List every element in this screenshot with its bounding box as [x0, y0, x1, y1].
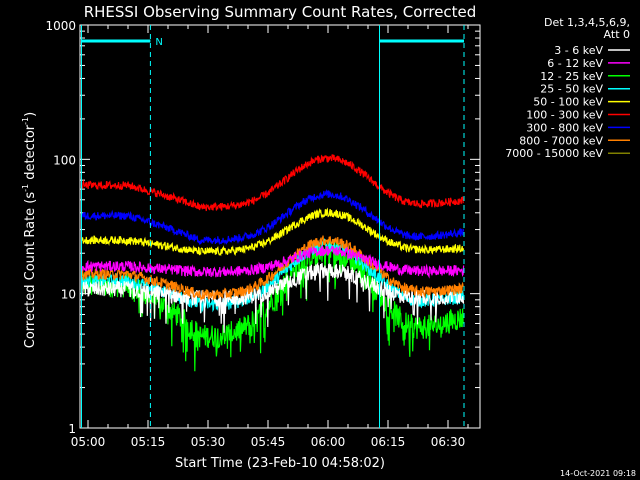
- n-marker: N: [155, 37, 162, 48]
- annotation-layer: N: [81, 25, 465, 428]
- legend-label: 7000 - 15000 keV: [505, 147, 603, 160]
- x-tick-label: 06:00: [311, 435, 346, 449]
- x-tick-label: 05:00: [71, 435, 106, 449]
- series-line: [81, 189, 465, 246]
- series-line: [81, 207, 465, 257]
- legend-label: 3 - 6 keV: [554, 44, 603, 57]
- x-tick-label: 05:45: [251, 435, 286, 449]
- x-tick-label: 06:30: [431, 435, 466, 449]
- series-line: [81, 154, 464, 212]
- legend-header-2: Att 0: [604, 28, 630, 41]
- y-tick-label: 100: [53, 153, 76, 167]
- x-tick-label: 05:30: [191, 435, 226, 449]
- legend-label: 100 - 300 keV: [526, 109, 603, 122]
- series-line: [81, 261, 465, 333]
- legend-label: 6 - 12 keV: [547, 57, 603, 70]
- legend-label: 300 - 800 keV: [526, 121, 603, 134]
- legend-label: 25 - 50 keV: [540, 83, 603, 96]
- x-tick-label: 05:15: [131, 435, 166, 449]
- series-line: [81, 245, 465, 279]
- legend-label: 50 - 100 keV: [533, 96, 603, 109]
- y-tick-label: 1000: [45, 19, 76, 33]
- series-line: [81, 235, 464, 301]
- legend-label: 800 - 7000 keV: [519, 134, 603, 147]
- x-tick-label: 06:15: [371, 435, 406, 449]
- chart-title: RHESSI Observing Summary Count Rates, Co…: [84, 3, 477, 21]
- legend-header-1: Det 1,3,4,5,6,9,: [544, 16, 630, 29]
- y-axis-label: Corrected Count Rate (s-1 detector-1): [21, 112, 38, 348]
- y-tick-label: 1: [68, 422, 76, 436]
- legend-label: 12 - 25 keV: [540, 70, 603, 83]
- timestamp: 14-Oct-2021 09:18: [560, 469, 636, 478]
- plot-axes: 1 10 100 1000 05:00 05:15 05:30 05:45 06:00 06:15…: [45, 19, 481, 449]
- series-layer: [81, 154, 465, 372]
- plot-frame: [79, 24, 481, 429]
- series-line: [81, 239, 465, 372]
- x-axis-label: Start Time (23-Feb-10 04:58:02): [175, 456, 385, 471]
- y-tick-label: 10: [61, 288, 76, 302]
